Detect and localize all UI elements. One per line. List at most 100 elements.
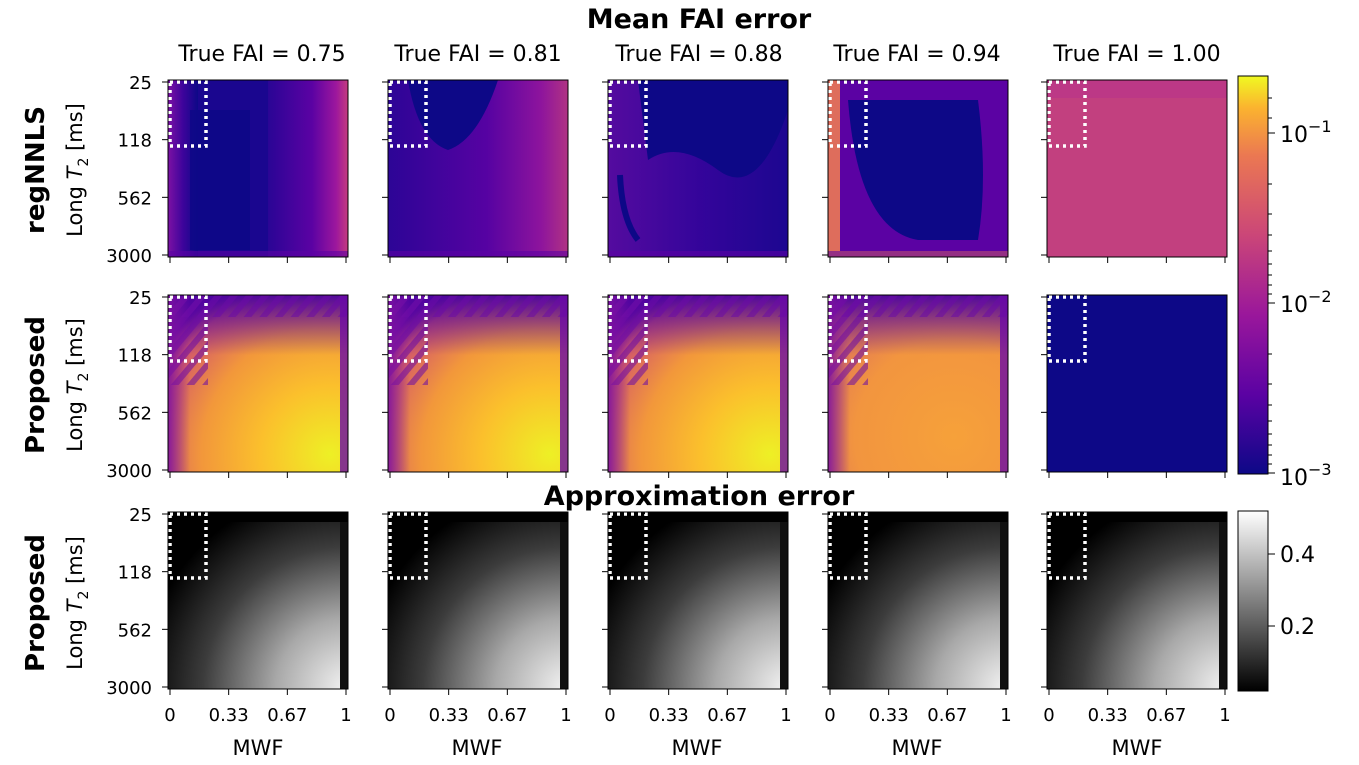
panel-frame bbox=[167, 294, 349, 473]
row-label-regnnls: regNNLS bbox=[21, 106, 51, 234]
heatmap-prop-088 bbox=[607, 294, 789, 473]
panel-frame bbox=[387, 294, 569, 473]
colorbar-ticks bbox=[1268, 97, 1275, 474]
x-axis-label-col1: MWF bbox=[233, 736, 284, 760]
x-axis-label-col2: MWF bbox=[452, 736, 503, 760]
x-tick-label: 0 bbox=[164, 705, 175, 726]
y-axis-label-row1: Long T2 [ms] bbox=[63, 103, 92, 237]
x-tick-label: 1 bbox=[340, 705, 351, 726]
heatmap-reg-094 bbox=[827, 79, 1009, 258]
heatmap-prop-075 bbox=[167, 294, 349, 473]
column-header-fai-081: True FAI = 0.81 bbox=[393, 42, 561, 67]
y-axis-label-row3: Long T2 [ms] bbox=[63, 536, 92, 670]
colorbar-approximation-error: 0.4 0.2 bbox=[1237, 510, 1315, 692]
heatmap-approx-100 bbox=[1046, 511, 1228, 690]
colorbar-tick-1e-3: 10−3 bbox=[1280, 460, 1332, 491]
heatmap-reg-075 bbox=[167, 79, 349, 258]
annotation-box bbox=[828, 80, 868, 148]
panel-frame bbox=[1046, 79, 1228, 258]
annotation-box bbox=[388, 512, 428, 580]
heatmap-prop-100 bbox=[1046, 294, 1228, 473]
panel-frame bbox=[387, 511, 569, 690]
heatmap-approx-088 bbox=[607, 511, 789, 690]
annotation-box bbox=[608, 295, 648, 363]
annotation-box bbox=[168, 295, 208, 363]
annotation-box bbox=[828, 512, 868, 580]
x-tick-label: 1 bbox=[780, 705, 791, 726]
y-axis-label-row2: Long T2 [ms] bbox=[63, 318, 92, 452]
annotation-box bbox=[608, 512, 648, 580]
colorbar-tick-1e-1: 10−1 bbox=[1280, 117, 1332, 148]
heatmap-reg-081 bbox=[387, 79, 569, 258]
annotation-box bbox=[1047, 512, 1087, 580]
y-tick-label: 25 bbox=[129, 505, 152, 526]
column-header-fai-100: True FAI = 1.00 bbox=[1052, 42, 1220, 67]
x-tick-labels: 0 0.33 0.67 1 0 0.33 0.67 1 0 0.33 0.67 1 0 0.33 0.67 1… bbox=[164, 705, 1230, 726]
figure-title-approximation-error: Approximation error bbox=[544, 481, 855, 512]
annotation-box bbox=[1047, 80, 1087, 148]
x-tick-label: 0.67 bbox=[927, 705, 967, 726]
panel-frame bbox=[1046, 294, 1228, 473]
x-axis-label-col4: MWF bbox=[892, 736, 943, 760]
heatmap-approx-075 bbox=[167, 511, 349, 690]
row-labels: regNNLS Proposed Proposed bbox=[21, 106, 51, 672]
panel-frame bbox=[827, 294, 1009, 473]
annotation-box bbox=[828, 295, 868, 363]
y-tick-label: 25 bbox=[129, 73, 152, 94]
colorbar-mean-fai-error: 10−1 10−2 10−3 bbox=[1237, 75, 1332, 491]
column-header-fai-094: True FAI = 0.94 bbox=[832, 42, 1000, 67]
x-tick-label: 1 bbox=[1000, 705, 1011, 726]
y-tick-label: 3000 bbox=[106, 246, 152, 267]
y-tick-label: 562 bbox=[118, 620, 152, 641]
x-tick-label: 0.67 bbox=[267, 705, 307, 726]
x-tick-label: 0 bbox=[824, 705, 835, 726]
heatmap-prop-081 bbox=[387, 294, 569, 473]
x-tick-label: 0 bbox=[384, 705, 395, 726]
x-tick-label: 0.33 bbox=[1088, 705, 1128, 726]
y-tick-labels: 25 118 562 3000 25 118 562 3000 25 118 562 3000 bbox=[106, 73, 152, 699]
heatmap-panels bbox=[162, 79, 1228, 695]
x-axis-labels: MWF MWF MWF MWF MWF bbox=[233, 736, 1163, 760]
x-tick-label: 0.67 bbox=[1146, 705, 1186, 726]
heatmap-approx-094 bbox=[827, 511, 1009, 690]
panel-frame bbox=[827, 511, 1009, 690]
y-tick-label: 562 bbox=[118, 403, 152, 424]
colorbar-tick-1e-2: 10−2 bbox=[1280, 287, 1332, 318]
annotation-box bbox=[608, 80, 648, 148]
annotation-box bbox=[388, 80, 428, 148]
panel-frame bbox=[1046, 511, 1228, 690]
x-tick-label: 0.67 bbox=[707, 705, 747, 726]
heatmap-reg-088 bbox=[607, 79, 789, 258]
heatmap-approx-081 bbox=[387, 511, 569, 690]
annotation-box bbox=[388, 295, 428, 363]
figure-title-mean-fai-error: Mean FAI error bbox=[587, 4, 812, 35]
colorbar-gray bbox=[1237, 510, 1269, 692]
annotation-box bbox=[1047, 295, 1087, 363]
y-tick-label: 3000 bbox=[106, 461, 152, 482]
x-tick-label: 1 bbox=[1219, 705, 1230, 726]
annotation-box bbox=[168, 512, 208, 580]
x-tick-label: 0 bbox=[604, 705, 615, 726]
y-tick-label: 562 bbox=[118, 188, 152, 209]
panel-frame bbox=[827, 79, 1009, 258]
colorbar-tick-04: 0.4 bbox=[1280, 543, 1315, 568]
heatmap-reg-100 bbox=[1046, 79, 1228, 258]
x-tick-label: 0.33 bbox=[869, 705, 909, 726]
colorbar-tick-02: 0.2 bbox=[1280, 615, 1315, 640]
x-tick-label: 0.33 bbox=[649, 705, 689, 726]
panel-frame bbox=[387, 79, 569, 258]
y-tick-label: 118 bbox=[118, 346, 152, 367]
colorbar-plasma bbox=[1237, 75, 1269, 475]
panel-frame bbox=[607, 294, 789, 473]
column-header-fai-075: True FAI = 0.75 bbox=[177, 42, 345, 67]
y-tick-label: 118 bbox=[118, 563, 152, 584]
x-axis-label-col3: MWF bbox=[672, 736, 723, 760]
x-tick-label: 0.33 bbox=[209, 705, 249, 726]
heatmap-prop-094 bbox=[827, 294, 1009, 473]
x-tick-label: 0 bbox=[1043, 705, 1054, 726]
column-headers: True FAI = 0.75 True FAI = 0.81 True FAI… bbox=[177, 42, 1220, 67]
y-tick-label: 3000 bbox=[106, 678, 152, 699]
y-tick-label: 25 bbox=[129, 288, 152, 309]
y-axis-labels: Long T2 [ms] Long T2 [ms] Long T2 [ms] bbox=[63, 103, 92, 670]
